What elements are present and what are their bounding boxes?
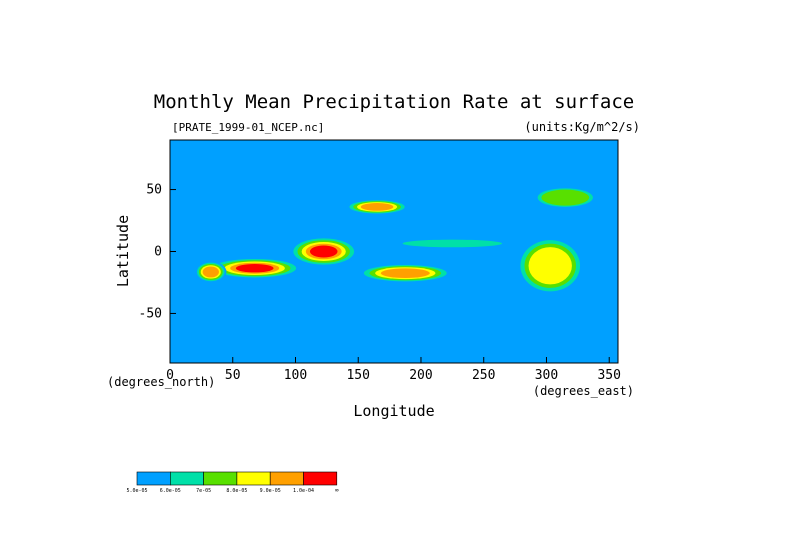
precip-region-6-level-5 xyxy=(360,203,394,211)
y-unit-label: (degrees_north) xyxy=(107,375,215,389)
legend-swatch xyxy=(170,471,204,486)
chart-subtitle-left: [PRATE_1999-01_NCEP.nc] xyxy=(172,121,324,134)
chart-title: Monthly Mean Precipitation Rate at surfa… xyxy=(154,91,634,113)
legend-label: 1.0e-04 xyxy=(293,488,314,494)
legend-label: 9.0e-05 xyxy=(260,488,281,494)
chart-subtitle-right: (units:Kg/m^2/s) xyxy=(524,120,640,134)
legend-label: 6.0e-05 xyxy=(160,488,181,494)
x-tick-label: 250 xyxy=(472,368,495,383)
y-axis: 50 0 -50 xyxy=(139,183,176,321)
y-tick-label: -50 xyxy=(139,306,162,321)
legend-label: 8.0e-05 xyxy=(226,488,247,494)
x-tick-label: 0 xyxy=(166,368,174,383)
y-tick-label: 0 xyxy=(154,245,162,260)
x-tick-label: 300 xyxy=(535,368,558,383)
precip-region-2-level-6 xyxy=(235,264,274,273)
legend-swatch xyxy=(136,471,171,486)
legend-swatch xyxy=(269,471,304,486)
precip-region-1-level-4 xyxy=(528,247,572,285)
precip-region-7-level-3 xyxy=(541,189,590,206)
x-tick-label: 100 xyxy=(284,368,307,383)
x-axis-label: Longitude xyxy=(353,402,434,420)
color-scale-legend: 5.0e-05 6.0e-05 7e-05 8.0e-05 9.0e-05 1.0e-04… xyxy=(126,471,339,494)
x-tick-label: 200 xyxy=(409,368,432,383)
legend-swatch xyxy=(303,471,338,486)
legend-label: 7e-05 xyxy=(196,488,211,494)
y-axis-label: Latitude xyxy=(114,215,132,287)
legend-end-label: ∞ xyxy=(335,487,339,494)
precip-region-3-level-5 xyxy=(202,266,219,278)
plot-area xyxy=(169,139,619,364)
legend-swatch xyxy=(236,471,271,486)
x-tick-label: 50 xyxy=(225,368,241,383)
x-tick-label: 150 xyxy=(346,368,369,383)
y-tick-label: 50 xyxy=(146,183,162,198)
precip-region-8-level-2 xyxy=(402,239,503,248)
precip-region-4-level-6 xyxy=(309,245,338,258)
legend-swatch xyxy=(203,471,238,486)
x-unit-label: (degrees_east) xyxy=(533,384,634,398)
x-tick-label: 350 xyxy=(597,368,620,383)
legend-label: 5.0e-05 xyxy=(126,488,147,494)
precip-region-5-level-5 xyxy=(380,268,430,279)
x-axis: 0 50 100 150 200 250 300 350 xyxy=(166,357,621,383)
